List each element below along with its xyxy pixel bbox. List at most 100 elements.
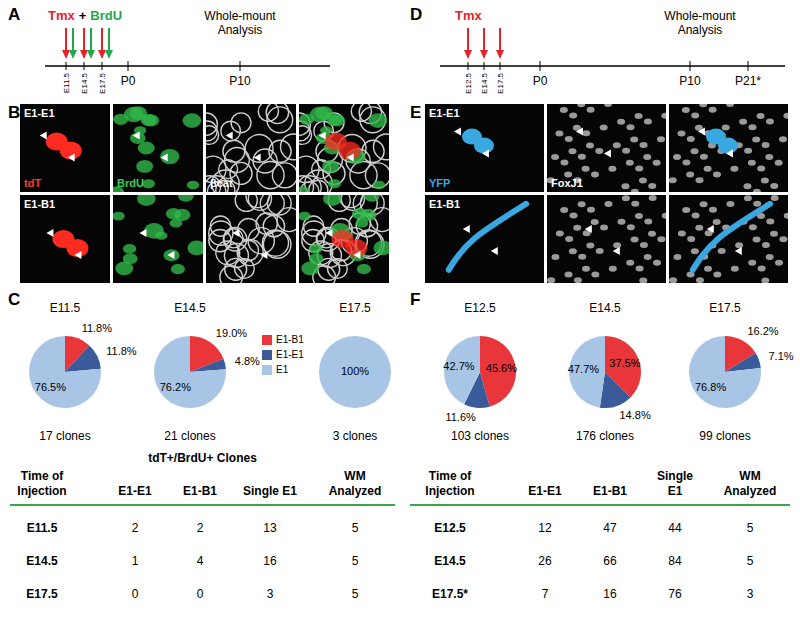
micrograph-content [669, 195, 788, 283]
nucleus [587, 107, 595, 113]
nucleus [591, 219, 599, 225]
nucleus [762, 242, 770, 248]
injection-arrow [62, 28, 70, 59]
nucleus [591, 271, 599, 277]
table-cell: E17.5 [26, 587, 58, 601]
nucleus [578, 254, 586, 260]
panel-letter: E [410, 103, 421, 122]
table-header: Single E1 [243, 484, 297, 498]
nucleus [657, 136, 665, 142]
nucleus [578, 201, 586, 207]
nucleus [648, 183, 656, 189]
timeline-tick [500, 62, 501, 70]
data-label: 76.8% [695, 381, 726, 393]
legend-entry: E1 [276, 364, 289, 375]
nucleus [574, 277, 582, 283]
cell-outline [246, 195, 269, 208]
cell-outline [256, 213, 277, 234]
channel-label: tdT [24, 177, 41, 189]
nucleus [757, 165, 765, 171]
micrograph-content [299, 104, 389, 192]
arrow-shaft [483, 28, 485, 52]
table-cell: 1 [132, 554, 139, 568]
nucleus [743, 183, 751, 189]
arrow-head [464, 50, 472, 59]
nucleus [686, 172, 694, 178]
table-cell: 44 [668, 521, 682, 535]
nucleus [352, 208, 367, 219]
milestone: P0 [121, 74, 136, 88]
injection-day: E11.5 [62, 72, 71, 93]
nucleus [622, 148, 630, 154]
nucleus [565, 136, 573, 142]
nucleus [187, 241, 203, 256]
injection-arrow [496, 28, 504, 59]
data-label: 47.7% [568, 363, 599, 375]
nucleus [640, 242, 648, 248]
nucleus [170, 219, 183, 228]
data-label: 11.8% [106, 344, 137, 356]
nucleus [748, 160, 756, 166]
table: Time ofInjectionE1-E1E1-B1SingleE1WMAnal… [410, 469, 790, 601]
nucleus [357, 264, 371, 274]
analysis-label: Whole-mount [664, 9, 736, 23]
nucleus [323, 195, 342, 206]
timeline-axis [45, 65, 330, 67]
micrograph: E1-B1 [425, 195, 544, 283]
nucleus [183, 113, 202, 128]
arrowhead [68, 154, 75, 162]
nucleus [758, 265, 766, 271]
table-cell: 5 [352, 587, 359, 601]
table-header: Time of [21, 469, 64, 483]
nucleus [695, 225, 703, 231]
arrowhead [161, 154, 168, 162]
arrowhead [613, 247, 620, 255]
nucleus [635, 113, 643, 119]
nucleus [713, 271, 721, 277]
row-label: E1-B1 [24, 198, 55, 210]
micrograph: FoxJ1 [547, 101, 670, 195]
injection-arrow [80, 28, 88, 59]
micrograph: E1-B1 [20, 195, 110, 283]
table-header: Analyzed [329, 484, 382, 498]
table-cell: E17.5* [432, 587, 468, 601]
arrowhead [454, 128, 461, 136]
data-label: 16.2% [747, 325, 778, 337]
nucleus [661, 113, 666, 119]
nucleus [569, 248, 577, 254]
nucleus [582, 266, 590, 272]
micrograph [112, 190, 206, 283]
figure: ABCDEFTmx+BrdUE11.5E14.5E17.5P0P10Whole-… [0, 0, 800, 627]
micrograph-content [299, 195, 389, 283]
pie-subtitle: 176 clones [576, 429, 634, 443]
image-panel: E1-E1YFPFoxJ1E1-B1 [425, 101, 792, 283]
nucleus [735, 242, 743, 248]
table-cell: 13 [263, 521, 277, 535]
nucleus [696, 177, 704, 183]
data-label: 76.5% [35, 381, 66, 393]
nucleus [771, 195, 779, 201]
pie-title: E17.5 [339, 301, 371, 315]
timeline-axis [440, 65, 785, 67]
pie-title: E14.5 [589, 301, 621, 315]
nucleus [609, 266, 617, 272]
nucleus [775, 160, 783, 166]
nucleus [573, 225, 581, 231]
micrograph-content [547, 195, 666, 283]
arrowhead [735, 247, 742, 255]
nucleus [783, 113, 788, 119]
nucleus [328, 179, 341, 188]
nucleus [669, 177, 677, 183]
cell-outline [209, 221, 233, 245]
micrograph: βcat [195, 101, 306, 200]
arrowhead [319, 132, 326, 140]
arrowhead [491, 247, 498, 255]
table-cell: 5 [352, 554, 359, 568]
table-cell: 7 [542, 587, 549, 601]
table-cell: E14.5 [434, 554, 466, 568]
nucleus [775, 260, 783, 266]
nucleus [299, 114, 314, 125]
nucleus [600, 225, 608, 231]
micrograph-bg [20, 195, 110, 283]
pie-slice [65, 345, 101, 372]
